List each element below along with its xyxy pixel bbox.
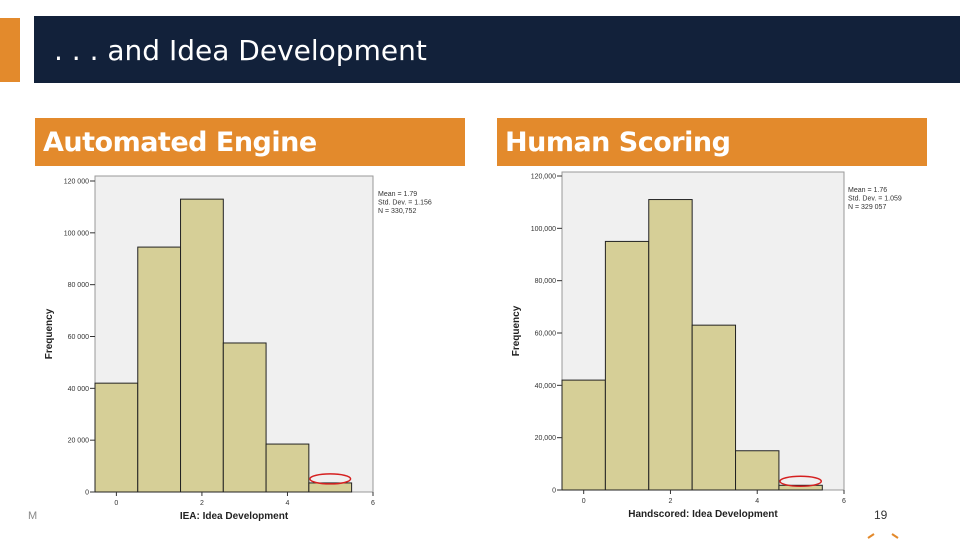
y-tick-label: 80 000	[68, 282, 90, 289]
panel-header-label: Human Scoring	[505, 127, 731, 158]
histogram-bar	[180, 198, 224, 493]
histogram-automated: 0 20 000 40 000 60 000 80 000 100 000 120 000 0…	[44, 175, 432, 522]
histogram-bar	[735, 450, 780, 491]
y-tick-label: 120 000	[64, 179, 89, 186]
y-tick-label: 60,000	[535, 331, 557, 338]
page-number: 19	[874, 508, 888, 522]
highlight-ellipse	[779, 475, 823, 488]
y-tick-label: 40 000	[68, 386, 90, 393]
histogram-bar	[778, 484, 823, 491]
x-tick-label: 2	[200, 500, 204, 507]
y-axis-label: Frequency	[511, 305, 522, 356]
histogram-bar	[265, 443, 310, 493]
y-tick-label: 20 000	[68, 438, 90, 445]
y-tick-label: 120,000	[531, 174, 556, 181]
y-tick-label: 20,000	[535, 435, 557, 442]
y-tick-label: 40,000	[535, 383, 557, 390]
title-bar: . . . and Idea Development	[34, 16, 960, 83]
x-tick-label: 0	[582, 498, 586, 505]
x-tick-label: 2	[669, 498, 673, 505]
panel-header-label: Automated Engine	[43, 127, 317, 158]
histogram-bar	[604, 240, 650, 491]
panel-header-automated: Automated Engine	[35, 118, 465, 166]
histogram-bar	[222, 342, 267, 493]
x-tick-label: 6	[842, 498, 846, 505]
x-tick-label: 6	[371, 500, 375, 507]
x-tick-label: 0	[114, 500, 118, 507]
histogram-human: 0 20,000 40,000 60,000 80,000 100,000 120,000 0…	[511, 171, 902, 520]
histogram-bar	[94, 382, 139, 493]
highlight-ellipse	[309, 473, 352, 485]
x-tick-label: 4	[755, 498, 759, 505]
stats-line: Std. Dev. = 1.156	[378, 200, 432, 207]
x-axis-label: IEA: Idea Development	[180, 511, 289, 522]
y-tick-label: 80,000	[535, 278, 557, 285]
stats-line: Mean = 1.79	[378, 191, 417, 198]
stats-line: N = 329 057	[848, 204, 886, 211]
y-axis-label: Frequency	[44, 308, 55, 359]
histogram-bar	[691, 324, 737, 491]
panel-header-human: Human Scoring	[497, 118, 927, 166]
y-tick-label: 0	[85, 490, 89, 497]
x-tick-label: 4	[286, 500, 290, 507]
stats-line: Mean = 1.76	[848, 187, 887, 194]
x-axis-label: Handscored: Idea Development	[628, 509, 778, 520]
stats-line: Std. Dev. = 1.059	[848, 196, 902, 203]
corner-mark	[867, 533, 899, 539]
histogram-bar	[308, 482, 353, 493]
accent-bar	[0, 18, 20, 82]
y-tick-label: 100,000	[531, 226, 556, 233]
footer-initial: M	[28, 510, 38, 522]
y-tick-label: 0	[552, 488, 556, 495]
histogram-bar	[137, 246, 182, 493]
y-tick-label: 100 000	[64, 230, 89, 237]
y-tick-label: 60 000	[68, 334, 90, 341]
histogram-bar	[561, 379, 606, 491]
stats-line: N = 330,752	[378, 208, 416, 215]
slide-title: . . . and Idea Development	[54, 34, 427, 67]
histogram-bar	[648, 199, 693, 491]
